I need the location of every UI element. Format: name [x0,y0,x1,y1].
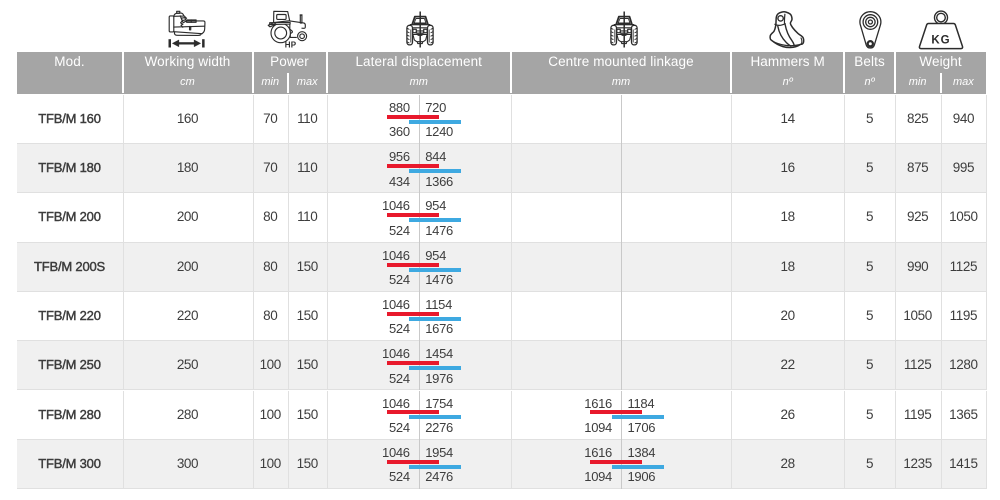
svg-text:KG: KG [931,35,950,47]
svg-text:HP: HP [285,41,297,49]
